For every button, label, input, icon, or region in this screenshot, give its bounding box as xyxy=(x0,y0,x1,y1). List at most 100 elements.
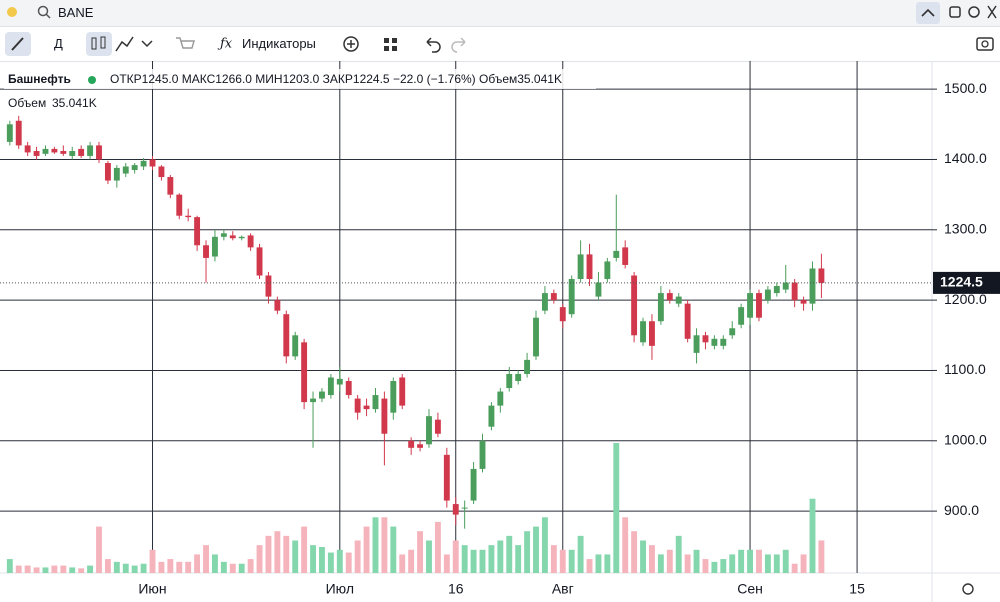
candle-body xyxy=(69,151,76,156)
candle-body xyxy=(657,293,664,322)
candle-body xyxy=(256,247,263,276)
y-tick-label: 1300.0 xyxy=(944,220,987,236)
candle-body xyxy=(390,381,397,413)
redo-button[interactable] xyxy=(451,37,466,53)
candle-body xyxy=(595,282,602,297)
candle-body xyxy=(6,124,13,142)
volume-bar xyxy=(675,535,682,573)
candles-button[interactable] xyxy=(86,32,112,56)
screenshot-button[interactable] xyxy=(976,37,994,51)
ohlc-value: 1266.0 xyxy=(215,72,252,86)
status-dot xyxy=(88,76,96,84)
volume-bar xyxy=(158,561,165,573)
search-text[interactable]: BANE xyxy=(58,5,94,20)
candle-body xyxy=(87,145,94,156)
candle-body xyxy=(747,293,754,318)
ohlc-label: ОТКР xyxy=(110,72,142,86)
interval-button[interactable]: Д xyxy=(54,36,63,51)
candle-body xyxy=(327,377,334,396)
volume-bar xyxy=(524,531,531,573)
volume-bar xyxy=(756,549,762,573)
axis-settings[interactable] xyxy=(962,583,974,595)
undo-button[interactable] xyxy=(426,37,441,53)
collapse-button[interactable] xyxy=(916,2,940,24)
candle-body xyxy=(194,217,201,246)
volume-bar xyxy=(550,545,557,573)
volume-bar xyxy=(657,554,664,573)
volume-bar xyxy=(390,526,397,573)
candle-body xyxy=(176,194,183,216)
volume-bar xyxy=(497,540,504,573)
candle-body xyxy=(756,293,762,318)
volume-bar xyxy=(773,554,780,573)
volume-bar xyxy=(283,535,290,573)
candle-body xyxy=(229,235,236,239)
y-tick-label: 1100.0 xyxy=(944,361,986,377)
candle-body xyxy=(301,342,308,403)
restore-button[interactable] xyxy=(949,6,961,18)
candle-body xyxy=(470,468,477,501)
volume-label: Объем xyxy=(479,72,517,86)
volume-bar xyxy=(586,559,593,573)
candle-body xyxy=(577,254,584,280)
cart-button[interactable] xyxy=(176,37,195,49)
candle-body xyxy=(104,162,111,181)
candle-body xyxy=(649,321,655,346)
volume-bar xyxy=(274,531,281,573)
volume-bar xyxy=(720,559,727,573)
volume-bar xyxy=(666,549,673,573)
pencil-icon xyxy=(11,37,24,51)
volume-bar xyxy=(15,565,22,573)
volume-bar xyxy=(256,545,263,573)
volume-bar xyxy=(800,554,807,573)
camera-lens xyxy=(981,40,989,48)
legend-bg xyxy=(4,69,596,89)
volume-bar xyxy=(131,565,138,573)
volume-bar xyxy=(87,565,94,573)
volume-bar xyxy=(818,540,825,573)
area-chart-button[interactable] xyxy=(115,36,134,52)
volume-bar xyxy=(319,547,325,573)
toolbar-icons: ƒx xyxy=(5,32,994,56)
candle-body xyxy=(319,391,325,399)
candle-body xyxy=(354,398,361,413)
volume-bar xyxy=(399,554,406,573)
candle-body xyxy=(381,398,388,434)
candle-body xyxy=(140,160,147,167)
volume-bar xyxy=(176,561,183,573)
candle-body xyxy=(131,165,138,171)
volume-bar xyxy=(60,565,67,573)
chart-type-menu[interactable] xyxy=(141,40,153,48)
candle-body xyxy=(78,148,85,156)
add-button[interactable] xyxy=(343,36,359,52)
layout-button[interactable] xyxy=(384,38,389,43)
volume-bar xyxy=(809,498,816,573)
candle-body xyxy=(24,145,31,153)
candle-body xyxy=(541,293,548,311)
ohlc-label: ЗАКР xyxy=(323,72,353,86)
search-icon[interactable] xyxy=(37,5,49,17)
y-tick-label: 1200.0 xyxy=(944,291,987,307)
volume-bar xyxy=(426,540,432,573)
volume-bar xyxy=(69,567,76,573)
candle-body xyxy=(631,275,638,336)
volume-bar xyxy=(693,549,700,573)
candle-body xyxy=(33,151,40,156)
candle-body xyxy=(158,166,165,178)
candle-body xyxy=(452,504,459,515)
indicators-button[interactable]: Индикаторы xyxy=(242,36,316,51)
volume-bar xyxy=(452,540,459,573)
volume-bar xyxy=(711,561,718,573)
volume-bar xyxy=(96,526,102,573)
candle-body xyxy=(15,120,22,146)
volume-bar xyxy=(408,549,415,573)
collapse-icon xyxy=(921,8,935,17)
candle-body xyxy=(310,398,316,403)
candle-body xyxy=(693,335,700,353)
volume-bar xyxy=(354,540,361,573)
candle-body xyxy=(408,440,415,448)
candle-body xyxy=(443,454,450,501)
settings-button[interactable] xyxy=(968,6,980,18)
volume-legend-name: Объем xyxy=(8,96,46,110)
